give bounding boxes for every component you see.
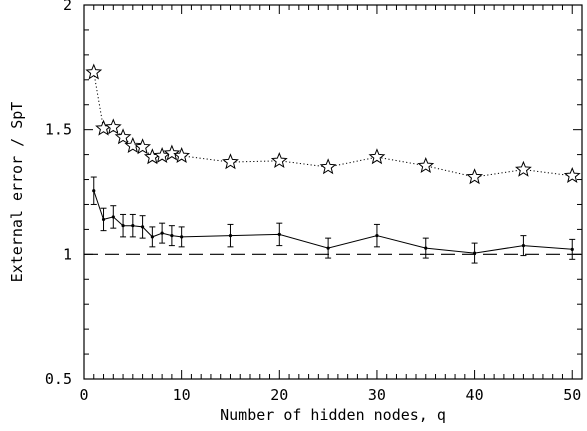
series-2-point bbox=[160, 231, 164, 235]
series-1-point bbox=[85, 63, 103, 80]
x-tick-label: 0 bbox=[79, 386, 88, 404]
series-1-point bbox=[163, 144, 181, 161]
x-tick-label: 40 bbox=[466, 386, 484, 404]
x-tick-label: 50 bbox=[563, 386, 581, 404]
series-2-point bbox=[326, 246, 330, 250]
series-1-point bbox=[417, 156, 435, 173]
y-tick-label: 1 bbox=[63, 245, 72, 263]
series-2-point bbox=[121, 224, 125, 228]
series-2-point bbox=[140, 225, 145, 229]
series-2-point bbox=[277, 232, 281, 236]
series-1-point bbox=[114, 128, 132, 145]
series-2-point bbox=[131, 224, 135, 228]
series-layer bbox=[84, 63, 582, 264]
series-1-point bbox=[134, 138, 151, 155]
series-2-line bbox=[93, 190, 573, 254]
series-1-point bbox=[319, 158, 337, 175]
x-tick-label: 30 bbox=[368, 386, 386, 404]
x-tick-label: 20 bbox=[270, 386, 288, 404]
series-1-point bbox=[143, 148, 161, 165]
series-1-point bbox=[563, 166, 581, 183]
series-1-point bbox=[95, 119, 112, 136]
y-tick-label: 2 bbox=[63, 0, 72, 14]
x-axis-label: Number of hidden nodes, q bbox=[220, 406, 446, 424]
series-1-point bbox=[515, 160, 532, 177]
series-2-point bbox=[424, 246, 428, 250]
series-2-point bbox=[92, 189, 96, 193]
series-2-point bbox=[228, 234, 233, 238]
plot-frame bbox=[83, 4, 583, 380]
series-2-point bbox=[570, 247, 574, 251]
series-1-point bbox=[222, 153, 239, 170]
series-1-point bbox=[466, 168, 483, 185]
y-tick-label: 1.5 bbox=[45, 121, 72, 139]
series-2-point bbox=[521, 244, 526, 248]
series-2-point bbox=[101, 217, 106, 222]
y-axis-label: External error / SpT bbox=[8, 102, 26, 283]
y-tick-label: 0.5 bbox=[45, 370, 72, 388]
x-tick-label: 10 bbox=[173, 386, 191, 404]
series-1-point bbox=[173, 147, 191, 163]
series-2-point bbox=[111, 215, 115, 219]
series-1-point bbox=[104, 118, 122, 135]
series-2-point bbox=[472, 251, 477, 255]
series-2-point bbox=[180, 235, 184, 239]
series-1-point bbox=[368, 148, 386, 165]
series-2-point bbox=[170, 234, 174, 238]
series-1-point bbox=[124, 137, 142, 154]
series-2-point bbox=[375, 234, 379, 238]
series-2-point bbox=[150, 235, 154, 239]
ticks-layer: 0 10 20 30 40 50 0.5 1 1.5 2 bbox=[45, 0, 583, 404]
series-1-point bbox=[270, 151, 288, 168]
